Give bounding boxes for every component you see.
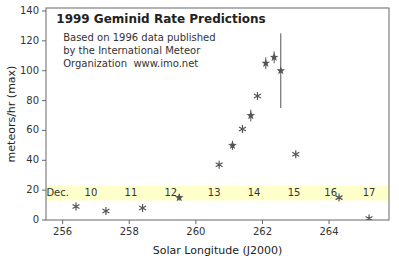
- y-tick: [42, 70, 46, 71]
- y-tick-label: 140: [20, 5, 39, 16]
- data-point: [228, 141, 237, 149]
- subtitle-line: Based on 1996 data published: [63, 32, 215, 43]
- x-tick: [129, 220, 130, 224]
- y-tick: [42, 220, 46, 221]
- y-tick: [42, 100, 46, 101]
- date-label: 16: [324, 187, 337, 198]
- date-label: 17: [363, 187, 376, 198]
- date-label: 11: [125, 187, 138, 198]
- y-axis-label: meteors/hr (max): [5, 66, 18, 163]
- x-tick: [262, 220, 263, 224]
- x-tick-label: 256: [53, 226, 72, 237]
- data-point: [292, 150, 299, 158]
- data-point: [262, 59, 271, 67]
- y-tick-label: 20: [26, 184, 39, 195]
- background: [0, 0, 399, 260]
- y-tick-label: 0: [33, 214, 39, 225]
- data-point: [216, 161, 223, 169]
- data-point: [239, 125, 246, 133]
- plot-area: [46, 33, 389, 220]
- x-tick-label: 258: [120, 226, 139, 237]
- data-point: [73, 203, 80, 211]
- data-point: [139, 204, 146, 212]
- y-tick-label: 100: [20, 65, 39, 76]
- y-tick: [42, 40, 46, 41]
- x-tick: [329, 220, 330, 224]
- x-tick: [195, 220, 196, 224]
- date-label: 14: [248, 187, 261, 198]
- data-point: [270, 53, 279, 61]
- y-tick-label: 60: [26, 124, 39, 135]
- date-label: Dec.: [46, 187, 69, 198]
- data-point: [102, 207, 109, 215]
- date-label: 12: [165, 187, 178, 198]
- date-label: 13: [208, 187, 221, 198]
- y-tick-label: 40: [26, 154, 39, 165]
- y-tick-label: 80: [26, 95, 39, 106]
- data-point: [254, 92, 261, 100]
- y-tick: [42, 10, 46, 11]
- data-point: [247, 111, 256, 119]
- subtitle-line: by the International Meteor: [63, 45, 201, 56]
- date-label: 10: [85, 187, 98, 198]
- x-tick-label: 260: [186, 226, 205, 237]
- data-point: [276, 66, 285, 74]
- x-tick: [62, 220, 63, 224]
- y-tick: [42, 160, 46, 161]
- x-axis-label: Solar Longitude (J2000): [153, 244, 283, 257]
- y-tick: [42, 130, 46, 131]
- chart: 0 20 40 60 80 100 120 140 256 258 260 262 264 Dec. 10 1…: [0, 0, 399, 260]
- data-point: [366, 215, 373, 220]
- plot-frame: [46, 8, 389, 220]
- date-label: 15: [288, 187, 301, 198]
- title: 1999 Geminid Rate Predictions: [56, 12, 265, 26]
- x-tick-label: 264: [320, 226, 339, 237]
- x-tick-label: 262: [253, 226, 272, 237]
- y-tick-label: 120: [20, 35, 39, 46]
- subtitle-line: Organization www.imo.net: [63, 58, 198, 69]
- plot-background: [46, 8, 389, 220]
